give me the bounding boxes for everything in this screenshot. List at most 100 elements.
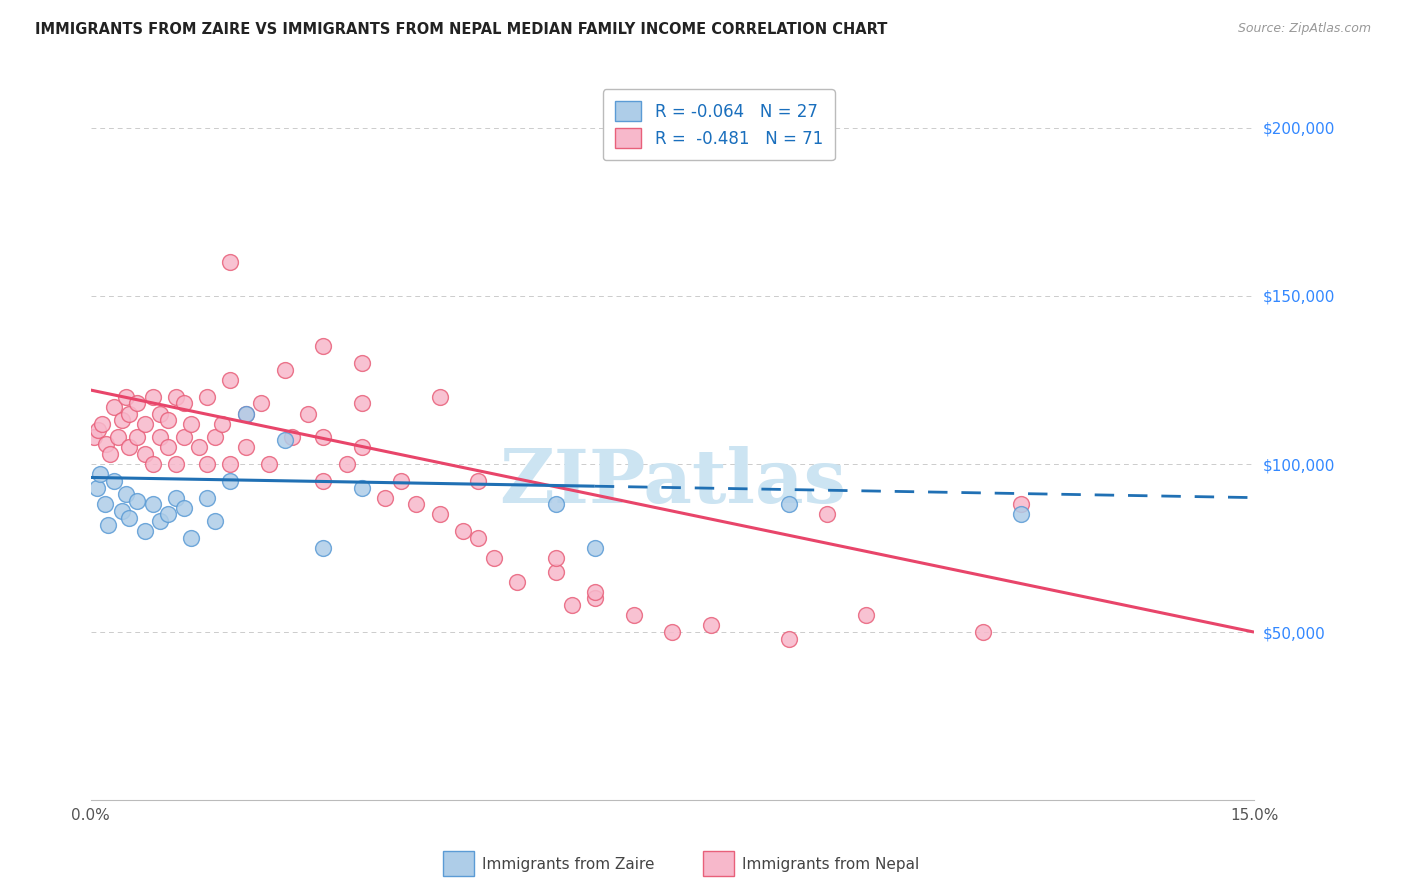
Point xyxy=(273,363,295,377)
Legend: R = -0.064   N = 27, R =  -0.481   N = 71: R = -0.064 N = 27, R = -0.481 N = 71 xyxy=(603,89,835,160)
Point xyxy=(157,413,180,427)
Point xyxy=(352,481,374,495)
Point xyxy=(623,608,645,623)
Point xyxy=(281,430,304,444)
Point xyxy=(142,390,165,404)
Point xyxy=(118,510,141,524)
Point xyxy=(157,508,180,522)
Point xyxy=(778,632,800,646)
Text: Immigrants from Nepal: Immigrants from Nepal xyxy=(742,857,920,871)
Point xyxy=(544,551,567,566)
Point xyxy=(149,514,172,528)
Point xyxy=(114,390,136,404)
Point xyxy=(560,598,582,612)
Point xyxy=(257,457,280,471)
Point xyxy=(118,440,141,454)
Point xyxy=(103,474,125,488)
Point xyxy=(219,474,242,488)
Point xyxy=(1010,508,1032,522)
Point xyxy=(98,447,121,461)
Point xyxy=(134,447,156,461)
Point xyxy=(180,417,202,431)
Point xyxy=(700,618,723,632)
Point xyxy=(111,413,134,427)
Point xyxy=(127,396,149,410)
Point xyxy=(467,474,489,488)
Point xyxy=(142,457,165,471)
Point xyxy=(91,417,114,431)
Point xyxy=(211,417,233,431)
Point xyxy=(103,400,125,414)
Point xyxy=(127,430,149,444)
Point xyxy=(335,457,357,471)
Point xyxy=(972,625,994,640)
Point xyxy=(352,356,374,370)
Point xyxy=(149,407,172,421)
Point xyxy=(405,497,427,511)
Point xyxy=(195,390,218,404)
Point xyxy=(235,440,257,454)
Point xyxy=(86,481,108,495)
Point xyxy=(165,390,187,404)
Point xyxy=(1010,497,1032,511)
Point xyxy=(142,497,165,511)
Point xyxy=(583,541,606,555)
Point xyxy=(273,434,295,448)
Point xyxy=(195,457,218,471)
Point xyxy=(389,474,412,488)
Point xyxy=(544,565,567,579)
Point xyxy=(817,508,839,522)
Point xyxy=(204,430,226,444)
Point xyxy=(165,457,187,471)
Point xyxy=(583,584,606,599)
Point xyxy=(157,440,180,454)
Point xyxy=(97,517,120,532)
Point xyxy=(467,531,489,545)
Point xyxy=(297,407,319,421)
Point xyxy=(180,531,202,545)
Point xyxy=(661,625,683,640)
Point xyxy=(87,423,110,437)
Point xyxy=(235,407,257,421)
Point xyxy=(312,430,335,444)
Point xyxy=(188,440,211,454)
Point xyxy=(778,497,800,511)
Point xyxy=(352,396,374,410)
Point xyxy=(250,396,273,410)
Point xyxy=(583,591,606,606)
Point xyxy=(134,524,156,539)
Point xyxy=(94,437,117,451)
Point xyxy=(451,524,474,539)
Point xyxy=(429,390,451,404)
Point xyxy=(219,373,242,387)
Text: IMMIGRANTS FROM ZAIRE VS IMMIGRANTS FROM NEPAL MEDIAN FAMILY INCOME CORRELATION : IMMIGRANTS FROM ZAIRE VS IMMIGRANTS FROM… xyxy=(35,22,887,37)
Point xyxy=(352,440,374,454)
Point xyxy=(506,574,529,589)
Text: Immigrants from Zaire: Immigrants from Zaire xyxy=(482,857,655,871)
Point xyxy=(429,508,451,522)
Point xyxy=(312,474,335,488)
Point xyxy=(173,500,195,515)
Point xyxy=(114,487,136,501)
Point xyxy=(111,504,134,518)
Point xyxy=(482,551,505,566)
Text: ZIPatlas: ZIPatlas xyxy=(499,446,846,518)
Point xyxy=(173,396,195,410)
Point xyxy=(544,497,567,511)
Point xyxy=(374,491,396,505)
Point xyxy=(312,541,335,555)
Point xyxy=(149,430,172,444)
Point xyxy=(107,430,129,444)
Point xyxy=(89,467,111,481)
Point xyxy=(195,491,218,505)
Point xyxy=(127,494,149,508)
Point xyxy=(235,407,257,421)
Point xyxy=(165,491,187,505)
Point xyxy=(134,417,156,431)
Point xyxy=(93,497,115,511)
Point xyxy=(312,339,335,353)
Point xyxy=(219,457,242,471)
Point xyxy=(173,430,195,444)
Point xyxy=(118,407,141,421)
Point xyxy=(855,608,877,623)
